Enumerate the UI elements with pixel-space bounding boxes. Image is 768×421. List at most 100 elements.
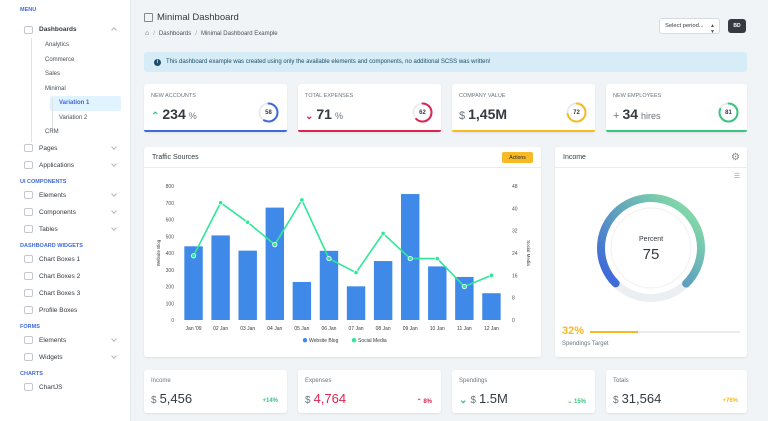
sidebar-subitem-minimal[interactable]: Minimal <box>0 82 130 97</box>
bottom-pct: ⌃ 8% <box>417 398 432 405</box>
bottom-label: Expenses <box>305 378 332 384</box>
bar-website-blog <box>482 293 501 320</box>
traffic-chart: 0 100 200 300 400 500 600 700 800 0 8 16 24 32 40 48 Web… <box>156 184 531 344</box>
breadcrumb-dashboards[interactable]: Dashboards <box>158 30 192 37</box>
ring-svg <box>566 102 587 123</box>
bar-website-blog <box>211 235 230 320</box>
stat-card-total-expenses: TOTAL EXPENSES ⌄ 71 % 62 <box>298 84 441 132</box>
arrow-down-icon: ⌄ <box>567 399 573 405</box>
info-icon: i <box>154 58 161 66</box>
stat-label: TOTAL EXPENSES <box>305 93 354 99</box>
sidebar-header-forms: FORMS <box>20 323 40 330</box>
bar-website-blog <box>319 250 339 320</box>
chevron-down-icon <box>111 143 117 150</box>
traffic-sources-card: Traffic Sources Actions 0 100 200 300 400 500… <box>144 147 541 357</box>
line-social-media <box>192 198 492 288</box>
gauge-label: Percent <box>638 236 664 243</box>
x-tick-label: 10 Jan <box>430 326 445 332</box>
dark-button[interactable]: BD <box>728 19 746 33</box>
gear-icon[interactable]: ⚙ <box>731 152 740 163</box>
gauge-center <box>610 207 692 289</box>
sidebar-subitem-analytics[interactable]: Analytics <box>45 42 70 49</box>
sidebar-item-label: Chart Boxes 3 <box>39 289 81 297</box>
sidebar-subitem-variation-1[interactable]: Variation 1 <box>50 96 121 111</box>
progress-ring: 62 <box>412 102 433 123</box>
sidebar-item-profile-boxes[interactable]: Profile Boxes <box>0 302 130 319</box>
chevron-down-icon <box>111 160 117 167</box>
pct-value: 15% <box>573 399 586 405</box>
stat-value: + 34 hires <box>613 106 661 122</box>
bottom-value: $4,764 <box>305 391 346 406</box>
x-tick-label: 04 Jan <box>267 326 282 332</box>
stat-prefix: + <box>613 110 620 122</box>
chevron-down-icon <box>111 352 117 359</box>
stat-label: NEW ACCOUNTS <box>151 93 196 99</box>
sidebar-item-components[interactable]: Components <box>0 204 130 221</box>
y-tick-right: 24 <box>512 251 518 257</box>
legend-marker-website-blog <box>302 338 308 343</box>
x-tick-label: 06 Jan <box>321 326 336 332</box>
sidebar-item-elements[interactable]: Elements <box>0 187 130 204</box>
stat-unit: hires <box>641 111 661 121</box>
sidebar-subitem-crm[interactable]: CRM <box>45 129 59 136</box>
menu-icon[interactable]: ☰ <box>733 173 740 180</box>
sidebar-item-chart-boxes-1[interactable]: Chart Boxes 1 <box>0 251 130 268</box>
y-tick-right: 40 <box>512 206 518 212</box>
x-tick-label: 12 Jan <box>484 326 499 332</box>
sidebar-item-dashboards[interactable]: Dashboards <box>0 21 130 38</box>
sidebar-item-chartjs[interactable]: ChartJS <box>0 379 130 396</box>
sidebar-item-chart-boxes-3[interactable]: Chart Boxes 3 <box>0 285 130 302</box>
diamond-icon <box>24 191 33 199</box>
id-card-icon <box>24 306 33 314</box>
bottom-card-totals: Totals $31,564 +76% <box>606 370 747 413</box>
sidebar-item-form-elements[interactable]: Elements <box>0 332 130 349</box>
sidebar-subitem-commerce[interactable]: Commerce <box>45 56 75 63</box>
legend-marker-social-media <box>351 338 357 343</box>
sidebar-item-pages[interactable]: Pages <box>0 140 130 157</box>
currency: $ <box>613 395 619 406</box>
y-tick-left: 400 <box>166 251 175 257</box>
sidebar-item-label: Widgets <box>39 353 63 361</box>
sidebar-item-chart-boxes-2[interactable]: Chart Boxes 2 <box>0 268 130 285</box>
car-icon <box>24 208 33 216</box>
gauge-arc <box>597 194 705 302</box>
sidebar-item-form-widgets[interactable]: Widgets <box>0 349 130 366</box>
stat-number: 71 <box>316 106 332 122</box>
stat-unit: % <box>188 111 197 121</box>
card-header: Income ⚙ <box>555 147 747 168</box>
chart-icon <box>24 289 33 297</box>
x-tick-label: 02 Jan <box>213 326 228 332</box>
alert-text: This dashboard example was created using… <box>166 59 491 65</box>
period-select[interactable]: Select period... ▲ ▼ <box>659 18 720 35</box>
home-icon[interactable]: ⌂ <box>145 30 150 37</box>
sidebar-item-label: Applications <box>39 161 75 169</box>
y-axis-title-right: Social Media <box>526 240 531 266</box>
y-tick-left: 600 <box>166 218 175 224</box>
arrow-down-icon: ⌄ <box>305 111 314 122</box>
target-label: Spendings Target <box>562 341 609 347</box>
bottom-card-expenses: Expenses $4,764 ⌃ 8% <box>298 370 441 413</box>
point-social-media <box>461 283 467 290</box>
bottom-value: $5,456 <box>151 391 192 406</box>
ring-value: 58 <box>265 109 272 116</box>
chevron-down-icon <box>111 207 117 214</box>
arrow-up-icon: ⌃ <box>151 111 160 122</box>
y-tick-left: 200 <box>166 285 175 291</box>
point-social-media <box>326 255 332 262</box>
sidebar-item-applications[interactable]: Applications <box>0 157 130 174</box>
browser-icon <box>24 144 33 152</box>
stat-value: ⌄ 71 % <box>305 106 343 122</box>
sidebar-item-tables[interactable]: Tables <box>0 221 130 238</box>
ring-svg <box>258 102 279 123</box>
sidebar-subitem-sales[interactable]: Sales <box>45 71 61 78</box>
bar-website-blog <box>292 281 312 320</box>
point-social-media <box>245 219 251 225</box>
y-tick-left: 800 <box>166 184 175 190</box>
y-tick-left: 100 <box>166 301 175 307</box>
sidebar-subitem-variation-2[interactable]: Variation 2 <box>59 114 88 121</box>
stat-number: 1,45M <box>468 106 508 122</box>
actions-button[interactable]: Actions <box>502 152 533 163</box>
sidebar-item-label: Pages <box>39 144 58 152</box>
x-tick-label: 03 Jan <box>240 326 255 332</box>
amount: 5,456 <box>159 391 193 406</box>
